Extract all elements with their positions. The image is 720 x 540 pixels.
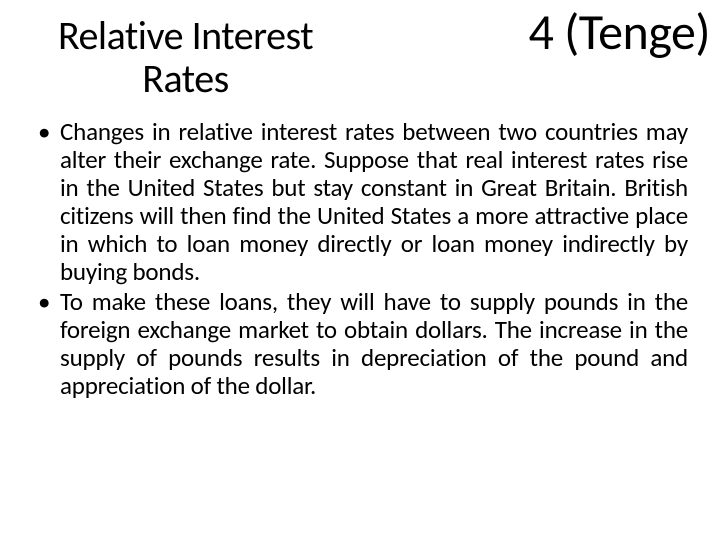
slide-body: Changes in relative interest rates betwe… xyxy=(10,118,710,400)
slide-title-right: 4 (Tenge) xyxy=(528,8,710,58)
title-left-line1: Relative Interest xyxy=(58,11,313,60)
title-left-line2: Rates xyxy=(142,54,229,103)
bullet-item: To make these loans, they will have to s… xyxy=(32,288,688,400)
slide-title-left: Relative Interest Rates xyxy=(10,8,313,100)
slide-header: Relative Interest Rates 4 (Tenge) xyxy=(10,8,710,100)
slide: Relative Interest Rates 4 (Tenge) Change… xyxy=(0,0,720,540)
bullet-list: Changes in relative interest rates betwe… xyxy=(32,118,688,400)
bullet-item: Changes in relative interest rates betwe… xyxy=(32,118,688,286)
